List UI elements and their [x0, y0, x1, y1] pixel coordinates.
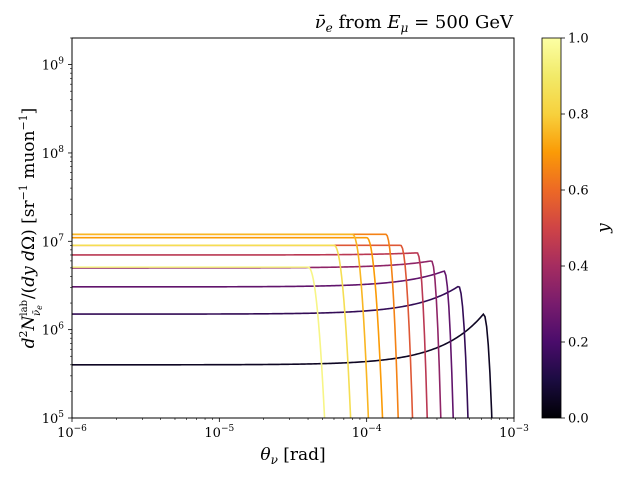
colorbar-tick-label: 0.6 — [568, 184, 589, 199]
series-line-8 — [72, 236, 384, 418]
svg-text:ν̄e from Eμ = 500 GeV: ν̄e from Eμ = 500 GeV — [315, 12, 514, 35]
colorbar-tick-label: 0.4 — [568, 260, 589, 275]
colorbar-ticks: 0.0 0.2 0.4 0.6 0.8 1.0 — [561, 32, 589, 427]
y-tick-label: 106 — [42, 322, 65, 339]
x-tick-label: 10−5 — [204, 424, 234, 441]
colorbar-gradient — [541, 37, 562, 419]
series-line-1 — [72, 312, 493, 418]
series-line-10 — [72, 244, 352, 418]
colorbar-label: y — [594, 223, 614, 234]
colorbar-tick-label: 0.8 — [568, 108, 589, 123]
series-line-2 — [72, 285, 469, 418]
y-tick-label: 107 — [42, 233, 65, 250]
x-tick-label: 10−6 — [57, 424, 87, 441]
series-group — [72, 233, 493, 418]
x-axis-label: θν [rad] — [260, 445, 325, 467]
colorbar-tick-label: 1.0 — [568, 32, 589, 47]
colorbar: 0.0 0.2 0.4 0.6 0.8 1.0 y — [541, 32, 614, 427]
colorbar-tick-label: 0.0 — [568, 412, 589, 427]
y-axis-label: d2Nlab ν̄e/(dy dΩ) [sr−1 muon−1] — [17, 108, 44, 349]
colorbar-tick-label: 0.2 — [568, 336, 589, 351]
series-line-9 — [72, 233, 370, 418]
plot-frame — [71, 37, 515, 419]
x-tick-label: 10−3 — [499, 424, 529, 441]
series-line-3 — [72, 270, 455, 418]
series-line-11 — [72, 266, 326, 418]
y-tick-label: 105 — [42, 410, 65, 427]
y-tick-label: 109 — [42, 57, 65, 74]
y-axis: 105 106 107 108 109 — [42, 37, 72, 427]
svg-text:θν [rad]: θν [rad] — [260, 445, 325, 467]
x-axis: 10−6 10−5 10−4 10−3 — [57, 418, 529, 441]
y-tick-label: 108 — [42, 145, 65, 162]
chart-title: ν̄e from Eμ = 500 GeV — [315, 12, 514, 35]
x-tick-label: 10−4 — [352, 424, 382, 441]
